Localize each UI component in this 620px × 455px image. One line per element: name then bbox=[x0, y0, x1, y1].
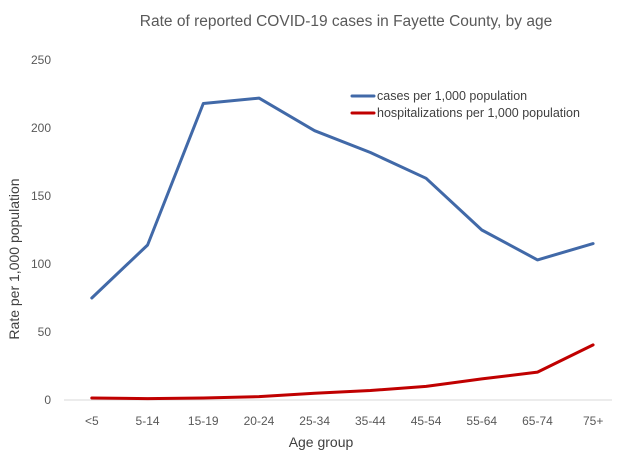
legend: cases per 1,000 population hospitalizati… bbox=[350, 89, 580, 120]
x-tick-label: 55-64 bbox=[466, 414, 497, 428]
series-line-cases bbox=[90, 96, 595, 300]
x-tick-label: 25-34 bbox=[299, 414, 330, 428]
chart-title: Rate of reported COVID-19 cases in Fayet… bbox=[140, 13, 552, 30]
y-axis-ticks: 0 50 100 150 200 250 bbox=[31, 53, 51, 407]
x-tick-label: <5 bbox=[85, 414, 99, 428]
y-tick-label: 100 bbox=[31, 257, 51, 271]
y-tick-label: 150 bbox=[31, 189, 51, 203]
x-axis-ticks: <5 5-14 15-19 20-24 25-34 35-44 45-54 55-64 65-7… bbox=[85, 414, 603, 428]
x-axis-title: Age group bbox=[289, 434, 354, 450]
y-tick-label: 0 bbox=[44, 393, 51, 407]
y-axis-title: Rate per 1,000 population bbox=[6, 178, 22, 339]
x-tick-label: 35-44 bbox=[355, 414, 386, 428]
x-tick-label: 75+ bbox=[583, 414, 603, 428]
y-tick-label: 200 bbox=[31, 121, 51, 135]
y-tick-label: 250 bbox=[31, 53, 51, 67]
series-line-hospitalizations bbox=[90, 343, 595, 401]
x-tick-label: 5-14 bbox=[136, 414, 160, 428]
x-tick-label: 15-19 bbox=[188, 414, 219, 428]
x-tick-label: 65-74 bbox=[522, 414, 553, 428]
legend-label-hospitalizations: hospitalizations per 1,000 population bbox=[377, 106, 580, 120]
x-tick-label: 45-54 bbox=[411, 414, 442, 428]
series-layer bbox=[90, 96, 595, 401]
x-tick-label: 20-24 bbox=[244, 414, 275, 428]
y-tick-label: 50 bbox=[38, 325, 52, 339]
legend-label-cases: cases per 1,000 population bbox=[377, 89, 527, 103]
